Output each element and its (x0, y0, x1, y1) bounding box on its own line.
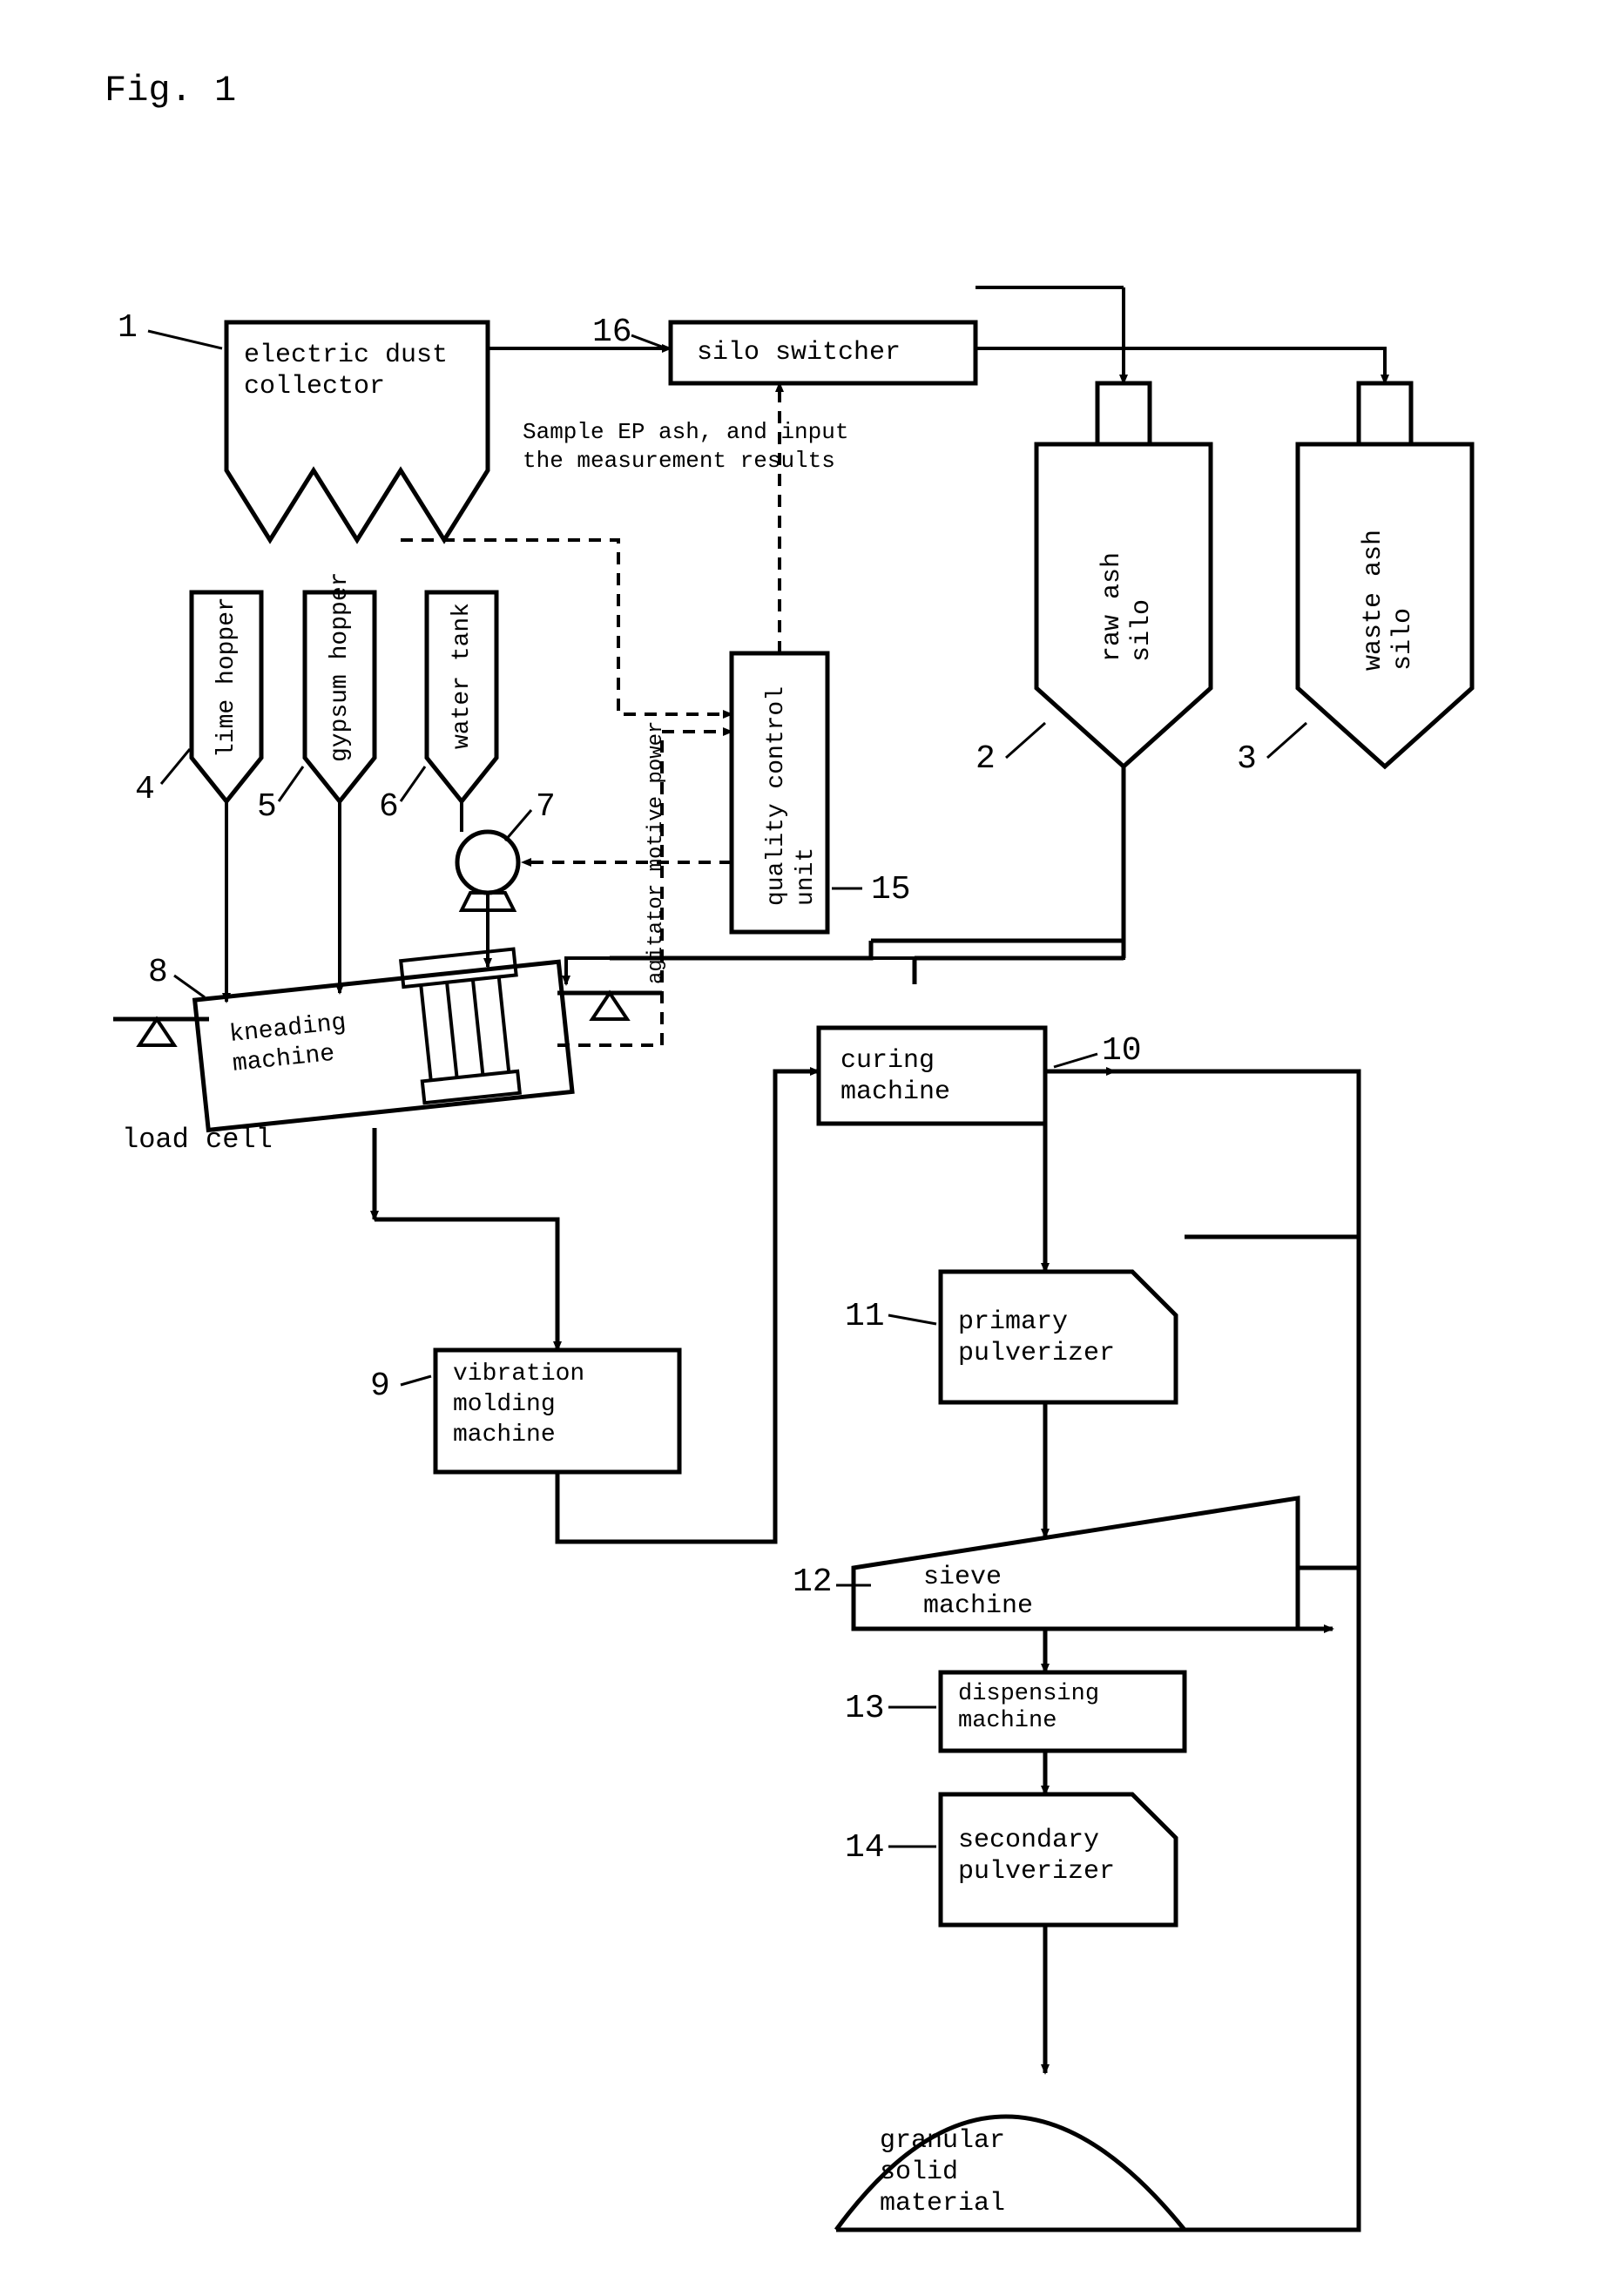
num-12: 12 (793, 1563, 833, 1601)
num-3: 3 (1237, 740, 1257, 778)
num-11: 11 (845, 1298, 885, 1335)
label-2: raw ash silo (1097, 552, 1157, 662)
num-6: 6 (379, 788, 399, 826)
num-9: 9 (370, 1367, 390, 1405)
label-14: secondary pulverizer (958, 1825, 1115, 1887)
num-14: 14 (845, 1829, 885, 1867)
num-15: 15 (871, 871, 911, 908)
num-5: 5 (257, 788, 277, 826)
num-10: 10 (1102, 1032, 1142, 1070)
label-agitator: agitator motive power (645, 721, 668, 984)
label-13: dispensing machine (958, 1681, 1099, 1735)
main-edges (375, 766, 1359, 2230)
label-1: electric dust collector (244, 340, 448, 402)
label-11: primary pulverizer (958, 1307, 1115, 1369)
label-6: water tank (449, 603, 476, 749)
node-sieve-machine (854, 1498, 1298, 1629)
label-4: lime hopper (213, 597, 240, 758)
label-10: curing machine (841, 1045, 950, 1108)
num-8: 8 (148, 954, 168, 991)
num-13: 13 (845, 1690, 885, 1727)
label-output: granular solid material (880, 2125, 1005, 2219)
num-1: 1 (118, 309, 138, 347)
num-2: 2 (976, 740, 996, 778)
label-12: sieve machine (923, 1563, 1033, 1621)
label-15: quality control unit (762, 686, 820, 906)
num-7: 7 (536, 788, 556, 826)
label-3: waste ash silo (1359, 530, 1418, 671)
num-16: 16 (592, 314, 632, 351)
label-sample: Sample EP ash, and input the measurement… (523, 418, 848, 475)
label-5: gypsum hopper (327, 572, 354, 762)
label-load-cell: load cell (122, 1124, 273, 1156)
label-9: vibration molding machine (453, 1359, 584, 1450)
num-4: 4 (135, 771, 155, 808)
label-8: kneading machine (228, 1009, 351, 1079)
label-16: silo switcher (697, 338, 901, 368)
